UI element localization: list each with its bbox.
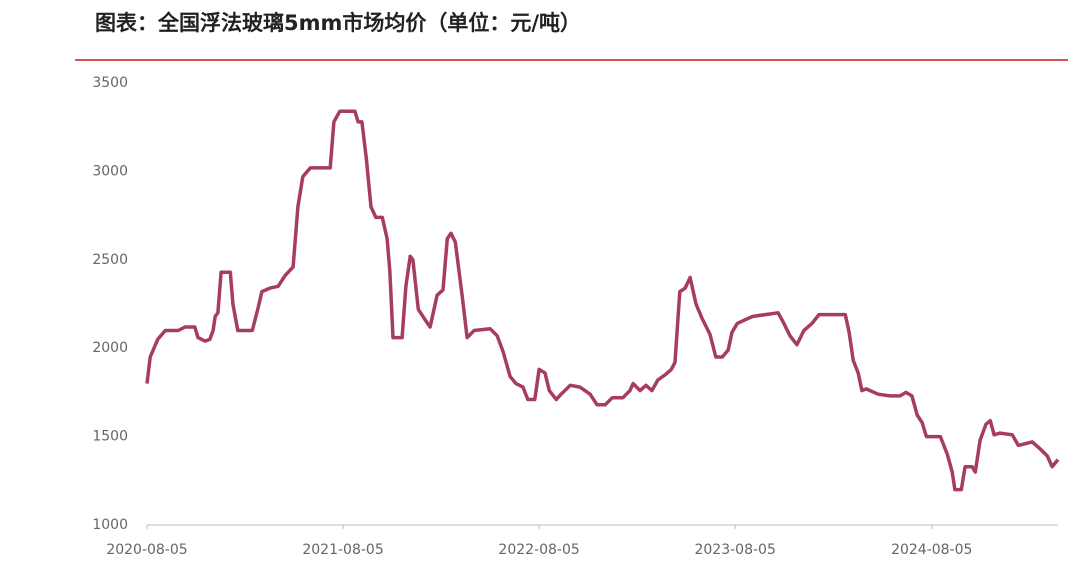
x-tick-label: 2024-08-05 — [891, 542, 972, 558]
x-tick-label: 2023-08-05 — [694, 542, 775, 558]
x-tick-label: 2022-08-05 — [498, 542, 579, 558]
y-tick-label: 1000 — [92, 517, 128, 533]
chart-title: 图表：全国浮法玻璃5mm市场均价（单位：元/吨） — [95, 11, 581, 35]
x-tick-label: 2021-08-05 — [302, 542, 383, 558]
y-tick-label: 2000 — [92, 340, 128, 356]
y-tick-label: 1500 — [92, 429, 128, 445]
y-tick-label: 3500 — [92, 75, 128, 91]
y-tick-label: 3000 — [92, 163, 128, 179]
y-tick-label: 2500 — [92, 252, 128, 268]
line — [145, 109, 1060, 492]
x-tick-label: 2020-08-05 — [106, 542, 187, 558]
